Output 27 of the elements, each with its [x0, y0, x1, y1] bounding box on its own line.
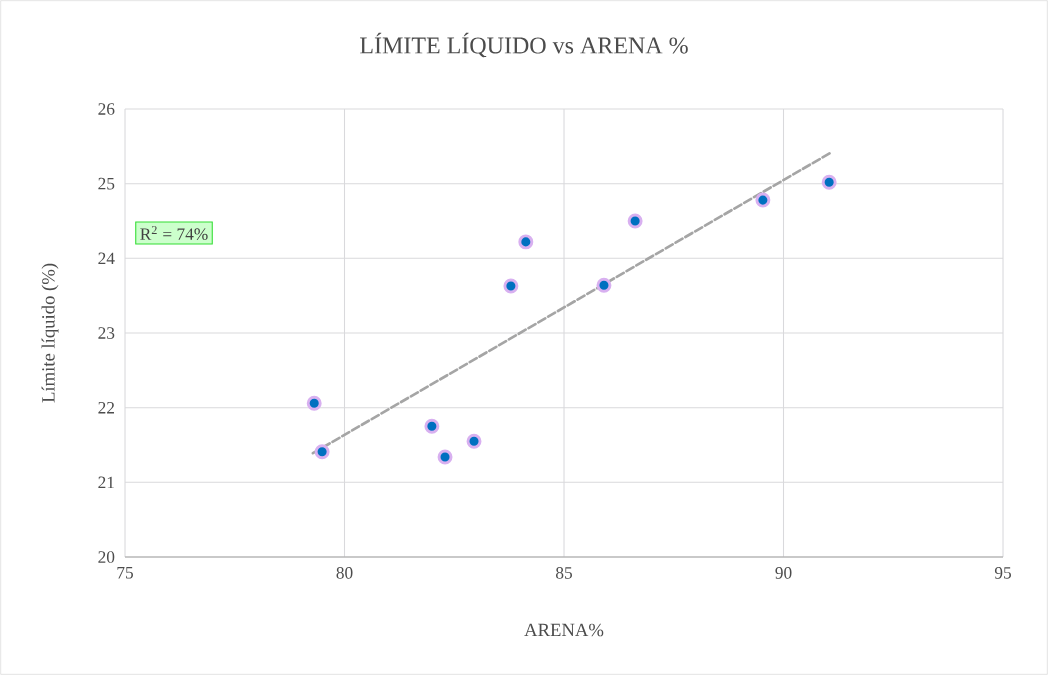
x-axis-title: ARENA% — [524, 623, 604, 637]
chart-title: LÍMITE LÍQUIDO vs ARENA % — [360, 32, 688, 58]
point — [424, 418, 440, 434]
point — [821, 174, 837, 190]
x-tick-label: 80 — [336, 567, 353, 579]
annotation: R$^{2}$ = 74% — [140, 225, 208, 241]
point — [306, 395, 322, 411]
y-tick-label: 21 — [98, 476, 114, 489]
y-tick-label: 23 — [98, 327, 115, 339]
point — [596, 277, 612, 293]
point — [503, 278, 519, 294]
point — [314, 444, 330, 460]
x-tick-label: 85 — [556, 567, 572, 579]
point — [755, 192, 771, 208]
y-tick-label: 24 — [98, 252, 115, 265]
x-tick-label: 75 — [117, 567, 133, 579]
point — [437, 449, 453, 465]
x-tick-label: 95 — [994, 567, 1011, 579]
y-tick-label: 25 — [98, 177, 115, 190]
y-tick-label: 20 — [98, 551, 115, 563]
point — [466, 433, 482, 449]
y-axis-title: Límite líquido (%) — [41, 263, 59, 403]
x-tick-label: 90 — [775, 567, 792, 579]
point — [518, 234, 534, 250]
y-tick-label: 26 — [98, 103, 115, 115]
y-tick-label: 22 — [98, 401, 115, 414]
point — [627, 213, 643, 229]
